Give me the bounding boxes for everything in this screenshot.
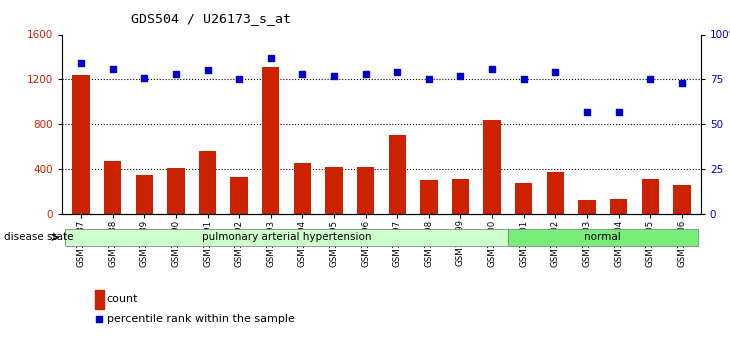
Point	[234, 77, 245, 82]
Bar	[420, 180, 437, 214]
Bar	[357, 167, 374, 214]
Bar	[293, 164, 311, 214]
Text: GDS504 / U26173_s_at: GDS504 / U26173_s_at	[131, 12, 291, 25]
FancyBboxPatch shape	[508, 229, 698, 246]
Point	[518, 77, 529, 82]
Point	[360, 71, 372, 77]
Point	[676, 80, 688, 86]
Text: percentile rank within the sample: percentile rank within the sample	[107, 314, 294, 324]
Bar	[199, 151, 216, 214]
Bar	[515, 183, 532, 214]
Point	[423, 77, 434, 82]
Point	[170, 71, 182, 77]
Point	[391, 69, 403, 75]
Bar	[388, 136, 406, 214]
Text: normal: normal	[585, 232, 621, 242]
Point	[455, 73, 466, 79]
Point	[645, 77, 656, 82]
FancyBboxPatch shape	[65, 229, 508, 246]
Point	[75, 60, 87, 66]
Point	[107, 66, 118, 71]
Bar	[231, 177, 247, 214]
Point	[550, 69, 561, 75]
Bar	[262, 67, 280, 214]
Bar	[673, 185, 691, 214]
Bar	[547, 172, 564, 214]
Bar	[136, 175, 153, 214]
Point	[486, 66, 498, 71]
Bar	[610, 199, 627, 214]
Text: pulmonary arterial hypertension: pulmonary arterial hypertension	[201, 232, 372, 242]
Bar	[72, 75, 90, 214]
Point	[328, 73, 340, 79]
Bar	[167, 168, 185, 214]
Text: count: count	[107, 295, 138, 304]
Point	[581, 109, 593, 115]
Bar	[452, 179, 469, 214]
Point	[93, 316, 105, 322]
Bar	[95, 290, 104, 309]
Bar	[642, 179, 659, 214]
Text: disease state: disease state	[4, 233, 73, 242]
Point	[612, 109, 624, 115]
Bar	[578, 200, 596, 214]
Bar	[483, 120, 501, 214]
Point	[139, 75, 150, 80]
Point	[296, 71, 308, 77]
Point	[265, 55, 277, 61]
Point	[201, 68, 213, 73]
Bar	[104, 161, 121, 214]
Bar	[326, 167, 342, 214]
